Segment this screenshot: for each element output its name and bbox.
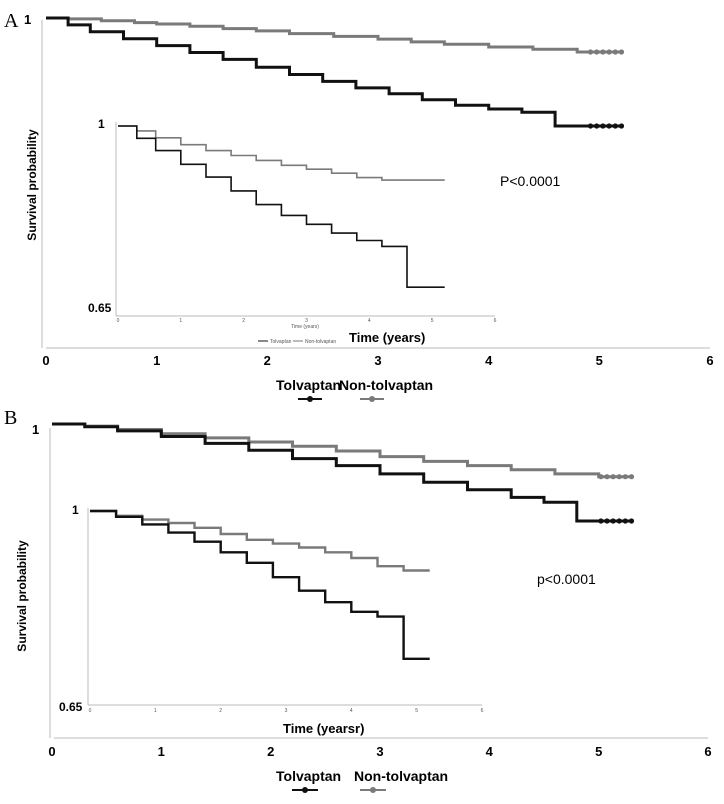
inset-chart: 1 0.65 0 1 2 3 4 5 6 bbox=[59, 503, 484, 714]
x-tick-label: 3 bbox=[305, 318, 308, 324]
y-axis-label: Survival probability bbox=[25, 129, 39, 241]
series-line-tolvaptan bbox=[46, 16, 622, 128]
series-line-tolvaptan bbox=[90, 509, 430, 660]
x-tick-label: 3 bbox=[285, 708, 288, 714]
censor-marker-tolvaptan bbox=[587, 123, 594, 129]
x-tick-label: 6 bbox=[706, 353, 713, 368]
censor-marker-tolvaptan bbox=[628, 518, 635, 524]
x-tick-label: 4 bbox=[486, 744, 494, 759]
series-line-non-tolvaptan bbox=[118, 125, 445, 181]
legend-marker-non-tolvaptan bbox=[360, 787, 386, 793]
y-axis-label: Survival probability bbox=[15, 540, 29, 652]
legend-label-non-tolvaptan: Non-tolvaptan bbox=[354, 768, 448, 784]
inset-series bbox=[118, 125, 445, 288]
inset-y-bottom-label: 0.65 bbox=[88, 301, 112, 315]
censor-marker-tolvaptan bbox=[610, 518, 616, 524]
x-tick-label: 2 bbox=[267, 744, 274, 759]
panel-label: A bbox=[4, 10, 19, 32]
censor-marker-tolvaptan bbox=[598, 518, 604, 524]
censor-marker-tolvaptan bbox=[604, 518, 610, 524]
x-tick-label: 0 bbox=[48, 744, 55, 759]
x-tick-label: 5 bbox=[595, 744, 602, 759]
x-tick-label: 6 bbox=[704, 744, 711, 759]
x-tick-label: 5 bbox=[415, 708, 418, 714]
legend-label-non-tolvaptan: Non-tolvaptan bbox=[339, 377, 433, 393]
censor-marker-tolvaptan bbox=[616, 518, 622, 524]
inset-y-top-label: 1 bbox=[98, 117, 105, 131]
inset-x-ticks: 0 1 2 3 4 5 6 bbox=[117, 318, 497, 324]
x-tick-label: 0 bbox=[42, 353, 49, 368]
inset-small-xlabel: Time (years) bbox=[291, 324, 319, 330]
series-line-non-tolvaptan bbox=[90, 509, 430, 572]
x-tick-label: 4 bbox=[368, 318, 371, 324]
censor-marker-non-tolvaptan bbox=[618, 49, 625, 55]
censor-marker-tolvaptan bbox=[594, 123, 600, 129]
censor-marker-tolvaptan bbox=[612, 123, 618, 129]
legend-marker-non-tolvaptan bbox=[360, 396, 384, 402]
x-tick-label: 2 bbox=[219, 708, 222, 714]
x-tick-label: 2 bbox=[242, 318, 245, 324]
x-tick-label: 4 bbox=[350, 708, 353, 714]
censor-marker-non-tolvaptan bbox=[612, 49, 618, 55]
censor-marker-non-tolvaptan bbox=[600, 49, 606, 55]
series-line-non-tolvaptan bbox=[46, 16, 622, 54]
inset-y-bottom-label: 0.65 bbox=[59, 700, 83, 714]
x-tick-label: 5 bbox=[431, 318, 434, 324]
main-series bbox=[52, 422, 635, 524]
main-y-top-label: 1 bbox=[24, 12, 31, 27]
censor-marker-non-tolvaptan bbox=[598, 474, 604, 480]
x-tick-label: 1 bbox=[179, 318, 182, 324]
main-y-top-label: 1 bbox=[32, 422, 39, 437]
panel-b: B 1 Survival probability 0 1 2 3 4 5 6 1 0.65 … bbox=[4, 407, 712, 793]
x-axis-label: Time (years) bbox=[349, 330, 425, 345]
x-tick-label: 2 bbox=[264, 353, 271, 368]
main-x-ticks: 0 1 2 3 4 5 6 bbox=[48, 744, 711, 759]
main-x-ticks: 0 1 2 3 4 5 6 bbox=[42, 353, 713, 368]
censor-marker-non-tolvaptan bbox=[622, 474, 628, 480]
x-tick-label: 0 bbox=[89, 708, 92, 714]
main-series bbox=[46, 16, 625, 129]
legend-label-tolvaptan: Tolvaptan bbox=[276, 377, 341, 393]
censor-marker-non-tolvaptan bbox=[594, 49, 600, 55]
x-tick-label: 1 bbox=[154, 708, 157, 714]
censor-marker-tolvaptan bbox=[606, 123, 612, 129]
p-value: p<0.0001 bbox=[537, 571, 596, 587]
inset-legend-non-tolvaptan: Non-tolvaptan bbox=[305, 339, 336, 345]
censor-marker-tolvaptan bbox=[600, 123, 606, 129]
legend-marker-tolvaptan bbox=[298, 396, 322, 402]
x-tick-label: 5 bbox=[596, 353, 603, 368]
x-tick-label: 4 bbox=[485, 353, 493, 368]
x-tick-label: 0 bbox=[117, 318, 120, 324]
censor-marker-non-tolvaptan bbox=[616, 474, 622, 480]
censor-marker-tolvaptan bbox=[622, 518, 628, 524]
p-value: P<0.0001 bbox=[500, 173, 561, 189]
x-tick-label: 1 bbox=[158, 744, 165, 759]
x-tick-label: 6 bbox=[481, 708, 484, 714]
inset-legend-tolvaptan: Tolvaptan bbox=[270, 339, 292, 345]
censor-marker-non-tolvaptan bbox=[606, 49, 612, 55]
inset-x-ticks: 0 1 2 3 4 5 6 bbox=[89, 708, 484, 714]
inset-y-top-label: 1 bbox=[72, 503, 79, 517]
censor-marker-tolvaptan bbox=[618, 123, 625, 129]
x-tick-label: 6 bbox=[494, 318, 497, 324]
x-tick-label: 3 bbox=[376, 744, 383, 759]
x-tick-label: 3 bbox=[374, 353, 381, 368]
censor-marker-non-tolvaptan bbox=[628, 474, 635, 480]
legend-label-tolvaptan: Tolvaptan bbox=[276, 768, 341, 784]
inset-series bbox=[90, 509, 430, 660]
series-line-tolvaptan bbox=[52, 422, 632, 523]
x-axis-label: Time (yearsr) bbox=[283, 721, 364, 736]
series-line-tolvaptan bbox=[118, 125, 445, 288]
x-tick-label: 1 bbox=[153, 353, 160, 368]
inset-chart: 1 0.65 0 1 2 3 4 5 6 Time (years) Tolvaptan No… bbox=[88, 117, 497, 345]
censor-marker-non-tolvaptan bbox=[610, 474, 616, 480]
panel-label: B bbox=[4, 407, 17, 429]
censor-marker-non-tolvaptan bbox=[604, 474, 610, 480]
censor-marker-non-tolvaptan bbox=[587, 49, 594, 55]
legend-marker-tolvaptan bbox=[292, 787, 318, 793]
panel-a: A 1 Survival probability 0 1 2 3 4 5 6 1 0.65 … bbox=[4, 10, 714, 402]
